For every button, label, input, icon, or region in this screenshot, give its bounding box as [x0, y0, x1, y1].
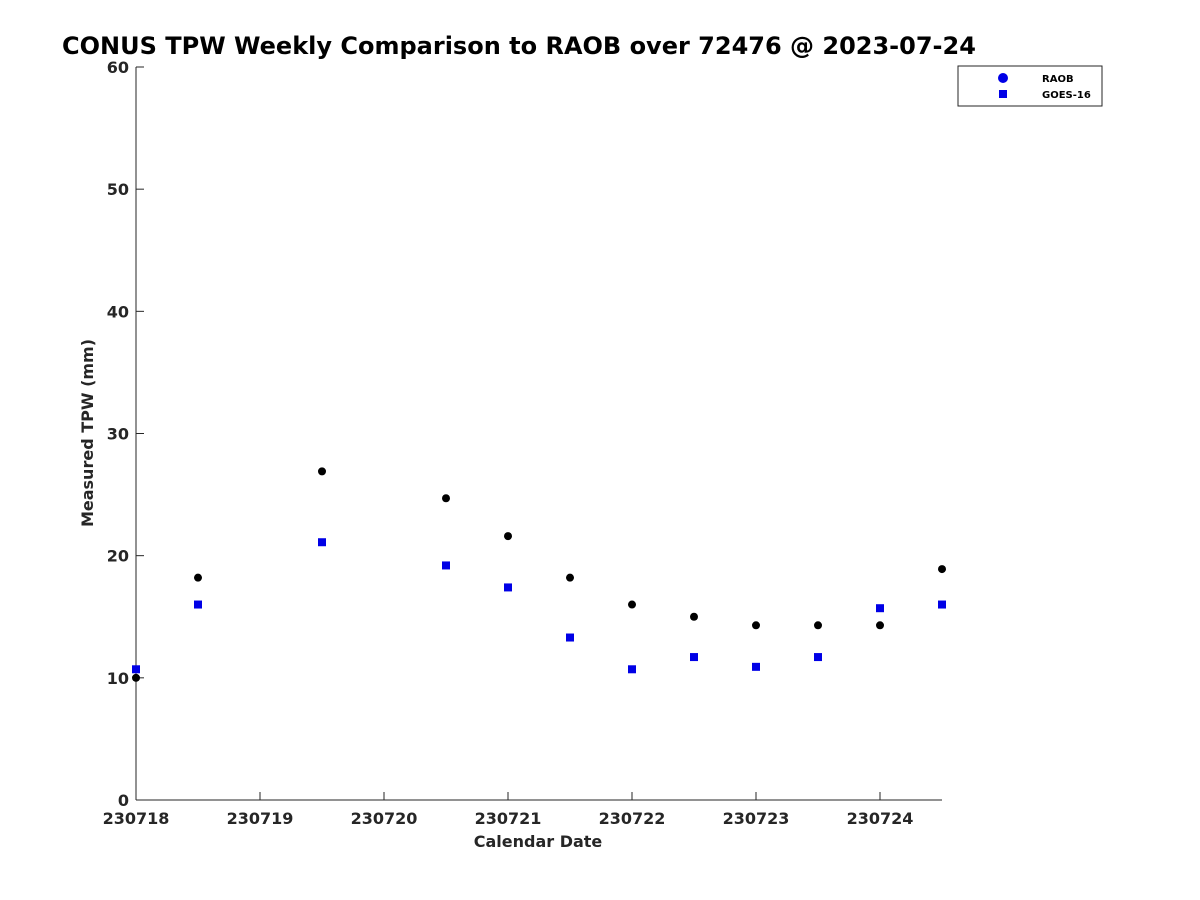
x-tick-label: 230720	[351, 809, 418, 828]
raob-point	[566, 573, 574, 582]
goes16-point	[318, 538, 326, 547]
goes16-point	[132, 665, 140, 674]
y-tick-label: 40	[107, 302, 129, 321]
goes16-point	[752, 662, 760, 671]
raob-point	[504, 532, 512, 541]
raob-point	[318, 467, 326, 476]
y-tick-label: 10	[107, 669, 129, 688]
legend-goes16-marker	[999, 90, 1007, 98]
y-tick-label: 20	[107, 547, 129, 566]
chart-legend: RAOB GOES-16	[957, 65, 1103, 107]
x-tick-label: 230723	[723, 809, 790, 828]
y-tick-label: 30	[107, 425, 129, 444]
y-tick-label: 60	[107, 58, 129, 77]
y-axis-label: Measured TPW (mm)	[78, 339, 97, 527]
raob-point	[132, 673, 140, 682]
goes16-point	[814, 653, 822, 662]
legend-box	[957, 65, 1103, 107]
raob-point	[690, 612, 698, 621]
x-tick-label: 230719	[227, 809, 294, 828]
legend-raob-marker	[998, 73, 1008, 83]
goes16-point	[938, 600, 946, 609]
raob-point	[442, 494, 450, 503]
goes16-point	[504, 583, 512, 592]
x-tick-label: 230721	[475, 809, 542, 828]
raob-point	[194, 573, 202, 582]
x-tick-label: 230724	[847, 809, 914, 828]
y-tick-label: 50	[107, 180, 129, 199]
raob-point	[938, 565, 946, 574]
y-tick-label: 0	[118, 791, 129, 810]
legend-label: RAOB	[1042, 74, 1074, 85]
series-raob	[132, 467, 946, 682]
series-goes-16	[132, 538, 946, 674]
data-marks	[132, 467, 946, 682]
goes16-point	[194, 600, 202, 609]
goes16-point	[876, 604, 884, 613]
chart-title: CONUS TPW Weekly Comparison to RAOB over…	[62, 32, 976, 60]
goes16-point	[442, 561, 450, 570]
x-axis-label: Calendar Date	[474, 832, 603, 851]
goes16-point	[628, 665, 636, 674]
plot-axes: 0 10 20 30 40 50 60 230718 230719 230720 230721 230…	[103, 58, 942, 828]
raob-point	[628, 600, 636, 609]
goes16-point	[566, 633, 574, 642]
legend-label: GOES-16	[1042, 90, 1091, 101]
raob-point	[752, 621, 760, 630]
raob-point	[814, 621, 822, 630]
x-tick-label: 230718	[103, 809, 170, 828]
goes16-point	[690, 653, 698, 662]
raob-point	[876, 621, 884, 630]
x-tick-label: 230722	[599, 809, 666, 828]
